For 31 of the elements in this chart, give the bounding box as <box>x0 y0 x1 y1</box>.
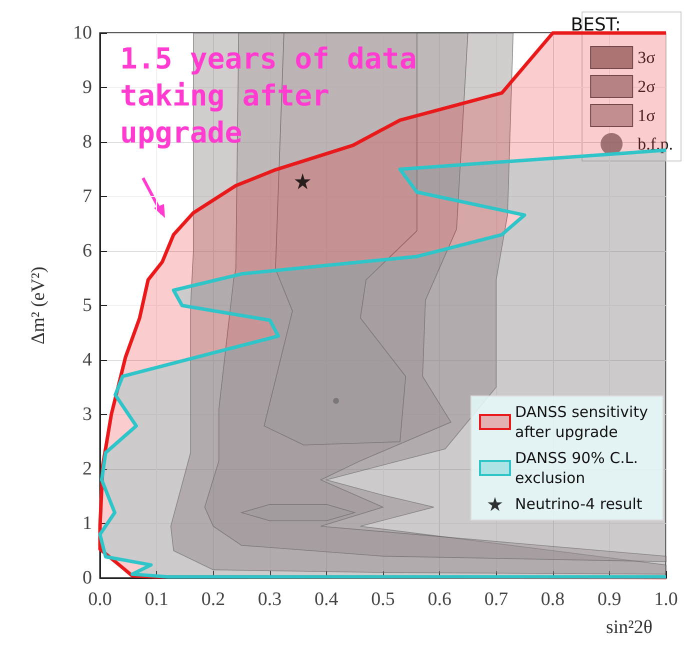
y-tick-label: 9 <box>82 77 92 98</box>
x-tick-label: 0.7 <box>484 589 508 610</box>
y-tick-label: 5 <box>82 295 92 316</box>
legend-title: BEST: <box>570 14 622 36</box>
y-tick-label: 10 <box>73 22 92 44</box>
x-tick-label: 1.0 <box>654 589 678 610</box>
y-tick-label: 7 <box>82 186 92 207</box>
x-tick-label: 0.2 <box>201 589 226 610</box>
y-tick-label: 8 <box>82 132 92 152</box>
legend-label: Neutrino-4 result <box>515 495 642 513</box>
x-tick-label: 0.6 <box>428 589 452 610</box>
x-axis-title: sin²2θ <box>606 617 652 638</box>
y-tick-label: 3 <box>82 404 92 425</box>
y-tick-label: 4 <box>82 350 92 370</box>
legend-label: 2σ <box>638 77 656 96</box>
y-tick-label: 1 <box>82 513 92 534</box>
x-tick-label: 0.4 <box>314 589 339 610</box>
legend-label: 1σ <box>638 106 656 125</box>
x-tick-label: 0.9 <box>598 589 622 610</box>
y-tick-label: 6 <box>82 240 92 262</box>
x-tick-label: 0.1 <box>144 589 168 610</box>
x-tick-label: 0.5 <box>371 589 395 610</box>
x-tick-label: 0.8 <box>540 589 565 610</box>
y-tick-label: 0 <box>82 568 92 588</box>
legend-label: DANSS sensitivity after upgrade <box>515 403 653 441</box>
x-tick-label: 0.0 <box>88 589 112 610</box>
legend-label: 3σ <box>638 48 656 67</box>
y-axis-title: Δm² (eV²) <box>28 266 49 344</box>
y-tick-label: 2 <box>82 458 92 480</box>
x-tick-label: 0.3 <box>258 589 282 610</box>
legend-label: DANSS 90% C.L. exclusion <box>515 449 643 487</box>
